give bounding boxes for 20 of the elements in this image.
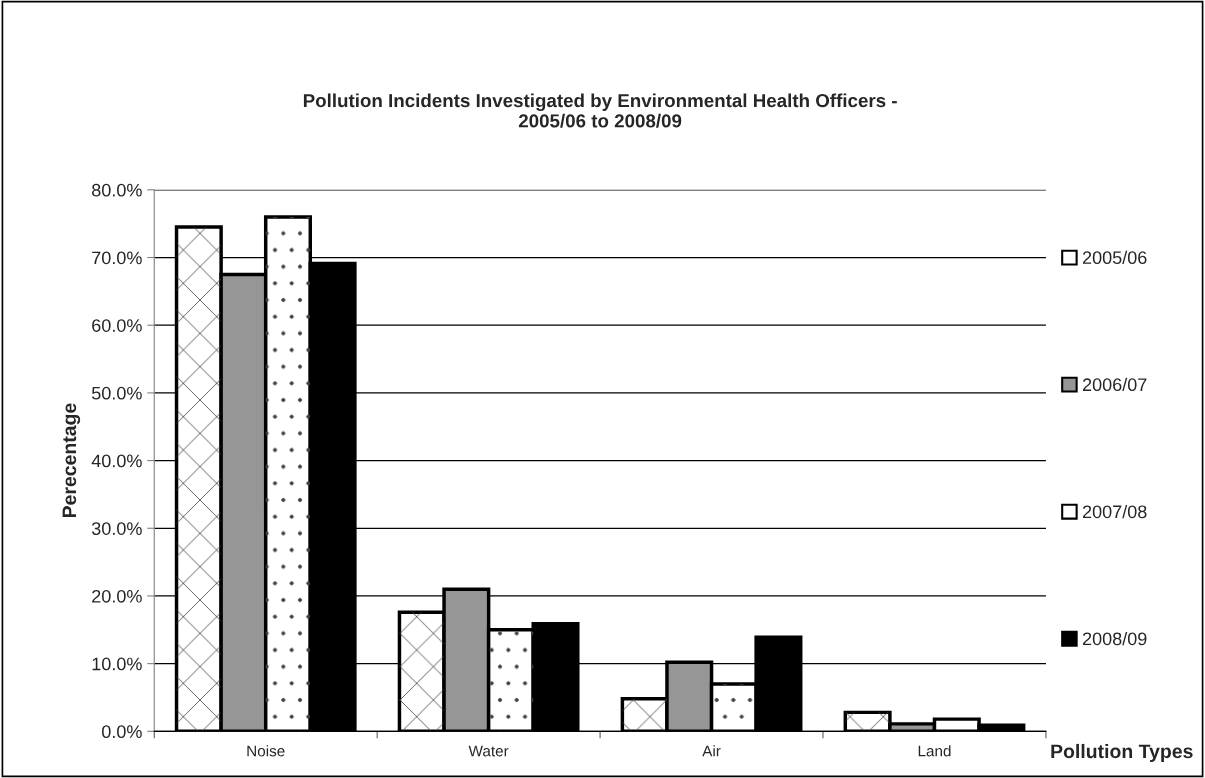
y-tick-label: 70.0% — [92, 251, 142, 265]
y-tick-label: 20.0% — [92, 589, 142, 603]
y-tick-label: 0.0% — [101, 725, 142, 739]
chart-title: Pollution Incidents Investigated by Environmental Health Officers - 2005/06 to 2008/09 — [303, 93, 897, 128]
x-tick-label: Noise — [247, 745, 285, 757]
y-tick-label: 30.0% — [91, 522, 142, 535]
y-tick-label: 40.0% — [91, 454, 142, 468]
y-tick-label: 50.0% — [91, 386, 142, 400]
x-tick-label: Land — [918, 745, 951, 757]
y-axis-title: Perecentage — [62, 403, 81, 518]
legend-label: 2008/09 — [1082, 631, 1147, 646]
y-tick-label: 80.0% — [92, 183, 142, 197]
y-tick-label: 60.0% — [92, 319, 142, 332]
x-tick-label: Air — [702, 745, 721, 757]
x-tick-label: Water — [468, 745, 509, 757]
legend-label: 2005/06 — [1082, 250, 1147, 265]
legend-label: 2006/07 — [1082, 377, 1147, 392]
x-axis-title: Pollution Types — [1051, 743, 1193, 763]
legend-label: 2007/08 — [1082, 504, 1147, 519]
y-tick-label: 10.0% — [92, 657, 142, 671]
